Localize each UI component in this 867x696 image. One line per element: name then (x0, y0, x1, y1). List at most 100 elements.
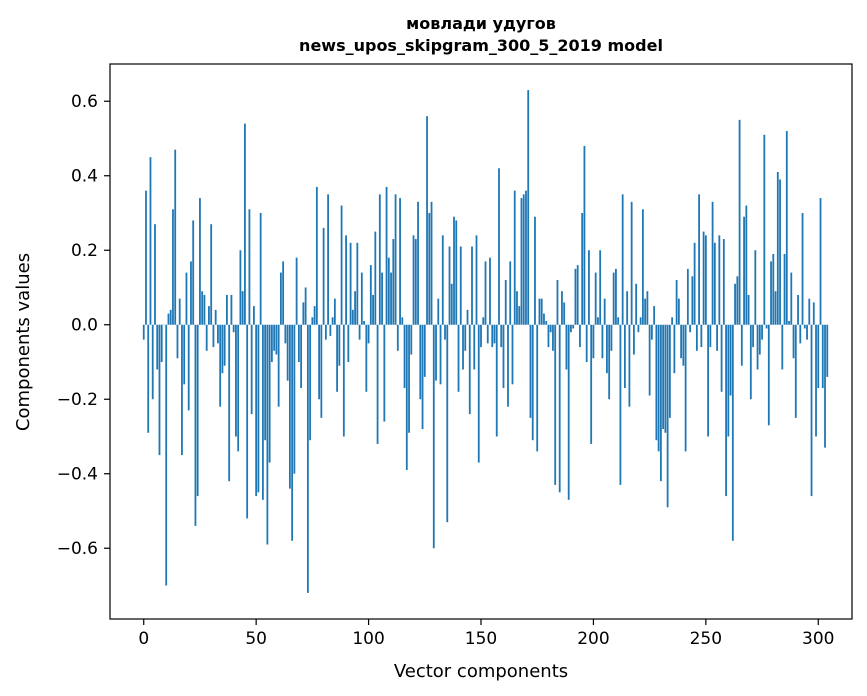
bar (673, 324, 676, 374)
bar (615, 268, 617, 325)
bar (293, 324, 296, 474)
bar (288, 324, 291, 489)
bar (756, 324, 759, 370)
bar (480, 324, 482, 348)
bar (277, 324, 280, 407)
bar (315, 186, 318, 325)
chart-title-line-1: мовлади удугов (406, 14, 556, 33)
bar (504, 280, 507, 325)
bar (486, 324, 489, 344)
bar (653, 306, 656, 325)
bar (226, 294, 228, 325)
bar (671, 317, 674, 325)
bar (304, 287, 307, 325)
bar (291, 324, 294, 541)
bar (360, 272, 363, 325)
bar (250, 324, 253, 415)
bar (648, 324, 651, 396)
bar (468, 324, 471, 415)
bar (734, 283, 736, 325)
bar (747, 294, 750, 325)
bar (439, 324, 442, 385)
bar (401, 317, 404, 325)
bar (781, 324, 784, 370)
bar (644, 298, 647, 325)
bar (367, 324, 370, 344)
bar (459, 246, 462, 325)
bar (511, 324, 514, 385)
bar (752, 324, 754, 348)
bar (333, 298, 336, 325)
bar (718, 235, 721, 325)
x-tick-label: 200 (577, 629, 609, 649)
bar (165, 324, 168, 586)
bar (264, 324, 267, 441)
bar (736, 276, 739, 325)
bar (230, 294, 233, 325)
bar (378, 194, 381, 325)
bar (498, 168, 500, 325)
bar (484, 261, 487, 325)
bar (219, 324, 222, 407)
bar (657, 324, 660, 452)
bar (324, 324, 327, 340)
y-tick-label: −0.6 (57, 539, 98, 559)
bar (509, 261, 512, 325)
bar (621, 194, 624, 325)
bar (147, 324, 150, 433)
y-axis: −0.6 −0.4 −0.2 0.0 0.2 0.4 0.6 (57, 92, 110, 559)
bar (689, 324, 692, 333)
bar (448, 246, 451, 325)
bar (253, 306, 255, 325)
bar (156, 324, 159, 370)
bar (374, 231, 377, 325)
bar (540, 298, 543, 325)
bar (552, 324, 554, 351)
bar (282, 261, 285, 325)
bar (709, 324, 712, 348)
bar (592, 324, 595, 359)
bar (340, 205, 343, 325)
bar (390, 272, 392, 325)
bar (556, 280, 559, 325)
bar (376, 324, 379, 444)
x-axis: 0 50 100 150 200 250 300 (138, 619, 834, 649)
bar (713, 242, 716, 325)
y-tick-label: −0.2 (57, 390, 98, 410)
bar (199, 198, 201, 325)
bar (187, 324, 190, 411)
bar (516, 291, 518, 325)
bar (495, 324, 498, 437)
bar (190, 261, 192, 325)
bar (311, 317, 314, 325)
bar (590, 324, 593, 444)
bar (297, 324, 300, 362)
bar (414, 239, 417, 325)
bar (594, 272, 597, 325)
bar (273, 324, 276, 351)
bar (624, 324, 626, 389)
bar (790, 272, 793, 325)
bar (702, 231, 705, 325)
bar (583, 145, 586, 325)
bar (522, 194, 525, 325)
bar (405, 324, 408, 471)
bar (565, 324, 568, 370)
bar (408, 324, 410, 433)
bar (392, 239, 395, 325)
x-tick-label: 150 (465, 629, 497, 649)
bar (513, 190, 516, 325)
bar (477, 324, 480, 463)
bar (212, 324, 215, 348)
bar (462, 324, 464, 370)
bar (639, 317, 642, 325)
bar (432, 324, 435, 549)
bar (641, 209, 644, 325)
bar (356, 242, 359, 325)
bar (349, 242, 352, 325)
bar (731, 324, 734, 541)
bar (149, 157, 152, 325)
bar (441, 235, 444, 325)
bar (154, 224, 156, 325)
